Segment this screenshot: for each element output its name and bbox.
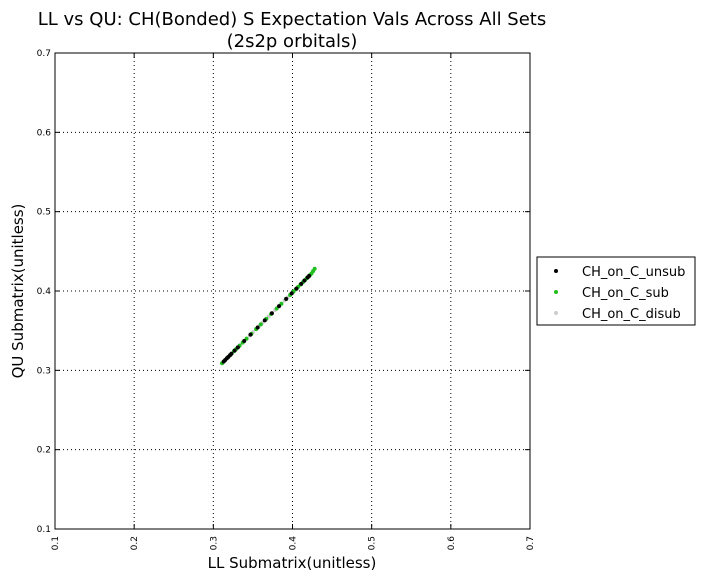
x-tick-label: 0.6 (447, 536, 457, 551)
y-tick-label: 0.4 (37, 287, 52, 297)
y-tick-label: 0.7 (37, 49, 51, 59)
legend-box (536, 256, 696, 326)
data-point-ch-on-c-unsub (277, 304, 282, 309)
x-tick-label: 0.4 (289, 536, 299, 551)
x-tick-label: 0.1 (51, 536, 61, 550)
data-point-ch-on-c-sub (258, 322, 263, 327)
y-tick-label: 0.5 (37, 208, 51, 218)
data-point-ch-on-c-unsub (255, 325, 260, 330)
legend-label-ch-on-c-unsub: CH_on_C_unsub (582, 265, 685, 280)
legend-marker-ch-on-c-sub (554, 290, 558, 294)
chart-subtitle: (2s2p orbitals) (227, 31, 358, 52)
x-tick-label: 0.5 (368, 536, 378, 550)
legend-marker-ch-on-c-unsub (554, 269, 558, 273)
data-point-ch-on-c-unsub (248, 332, 253, 337)
plot-area-frame (54, 52, 531, 530)
data-point-ch-on-c-unsub (232, 348, 237, 353)
axis-ticks: 0.1 0.2 0.3 0.4 0.5 0.6 0.7 0.1 0.2 0.3 0.4 0.5 0.6 0… (37, 49, 536, 550)
x-tick-label: 0.2 (130, 536, 140, 550)
y-tick-label: 0.3 (37, 366, 51, 376)
data-point-ch-on-c-unsub (284, 296, 289, 301)
chart-title: LL vs QU: CH(Bonded) S Expectation Vals … (38, 9, 547, 30)
legend-label-ch-on-c-sub: CH_on_C_sub (582, 286, 669, 301)
x-tick-label: 0.3 (209, 536, 219, 550)
data-point-ch-on-c-unsub (235, 345, 240, 350)
data-point-ch-on-c-unsub (307, 273, 312, 278)
y-tick-label: 0.1 (37, 525, 51, 535)
data-point-ch-on-c-unsub (269, 311, 274, 316)
legend-marker-ch-on-c-disub (554, 311, 558, 315)
grid-lines (55, 53, 530, 529)
data-point-ch-on-c-unsub (262, 318, 267, 323)
legend-label-ch-on-c-disub: CH_on_C_disub (582, 307, 681, 322)
data-point-ch-on-c-unsub (294, 286, 299, 291)
data-point-ch-on-c-unsub (242, 338, 247, 343)
x-axis-label: LL Submatrix(unitless) (208, 554, 377, 572)
legend: CH_on_C_unsub CH_on_C_sub CH_on_C_disub (536, 256, 696, 326)
data-point-ch-on-c-unsub (299, 281, 304, 286)
data-point-ch-on-c-unsub (229, 351, 234, 356)
y-tick-label: 0.2 (37, 446, 51, 456)
data-point-ch-on-c-unsub (302, 278, 307, 283)
data-point-ch-on-c-unsub (289, 291, 294, 296)
data-point-ch-on-c-sub (312, 266, 317, 271)
y-axis-label: QU Submatrix(unitless) (9, 204, 27, 379)
x-tick-label: 0.7 (526, 536, 536, 550)
y-tick-label: 0.6 (37, 128, 52, 138)
scatter-points (220, 266, 317, 366)
